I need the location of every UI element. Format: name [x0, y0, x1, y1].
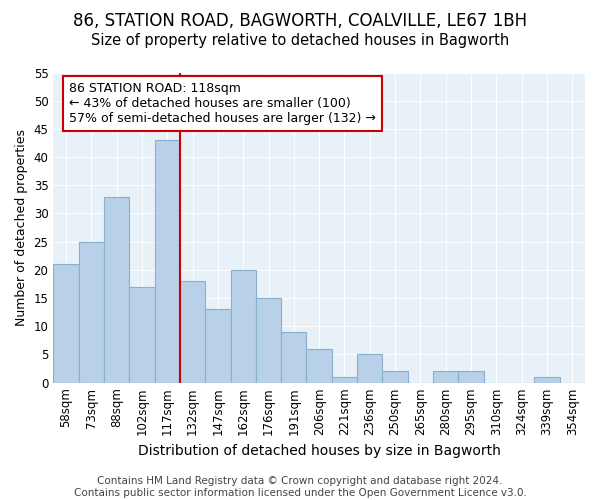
Text: Contains HM Land Registry data © Crown copyright and database right 2024.
Contai: Contains HM Land Registry data © Crown c…: [74, 476, 526, 498]
Bar: [281, 332, 307, 382]
Bar: [433, 372, 458, 382]
Bar: [357, 354, 382, 382]
Text: 86 STATION ROAD: 118sqm
← 43% of detached houses are smaller (100)
57% of semi-d: 86 STATION ROAD: 118sqm ← 43% of detache…: [69, 82, 376, 125]
Bar: [129, 287, 155, 382]
Bar: [535, 377, 560, 382]
Bar: [53, 264, 79, 382]
Bar: [155, 140, 180, 382]
Bar: [256, 298, 281, 382]
Text: Size of property relative to detached houses in Bagworth: Size of property relative to detached ho…: [91, 32, 509, 48]
Bar: [307, 349, 332, 382]
Bar: [458, 372, 484, 382]
Text: 86, STATION ROAD, BAGWORTH, COALVILLE, LE67 1BH: 86, STATION ROAD, BAGWORTH, COALVILLE, L…: [73, 12, 527, 30]
Bar: [332, 377, 357, 382]
Y-axis label: Number of detached properties: Number of detached properties: [15, 129, 28, 326]
X-axis label: Distribution of detached houses by size in Bagworth: Distribution of detached houses by size …: [138, 444, 500, 458]
Bar: [382, 372, 408, 382]
Bar: [180, 281, 205, 382]
Bar: [104, 196, 129, 382]
Bar: [79, 242, 104, 382]
Bar: [205, 310, 230, 382]
Bar: [230, 270, 256, 382]
